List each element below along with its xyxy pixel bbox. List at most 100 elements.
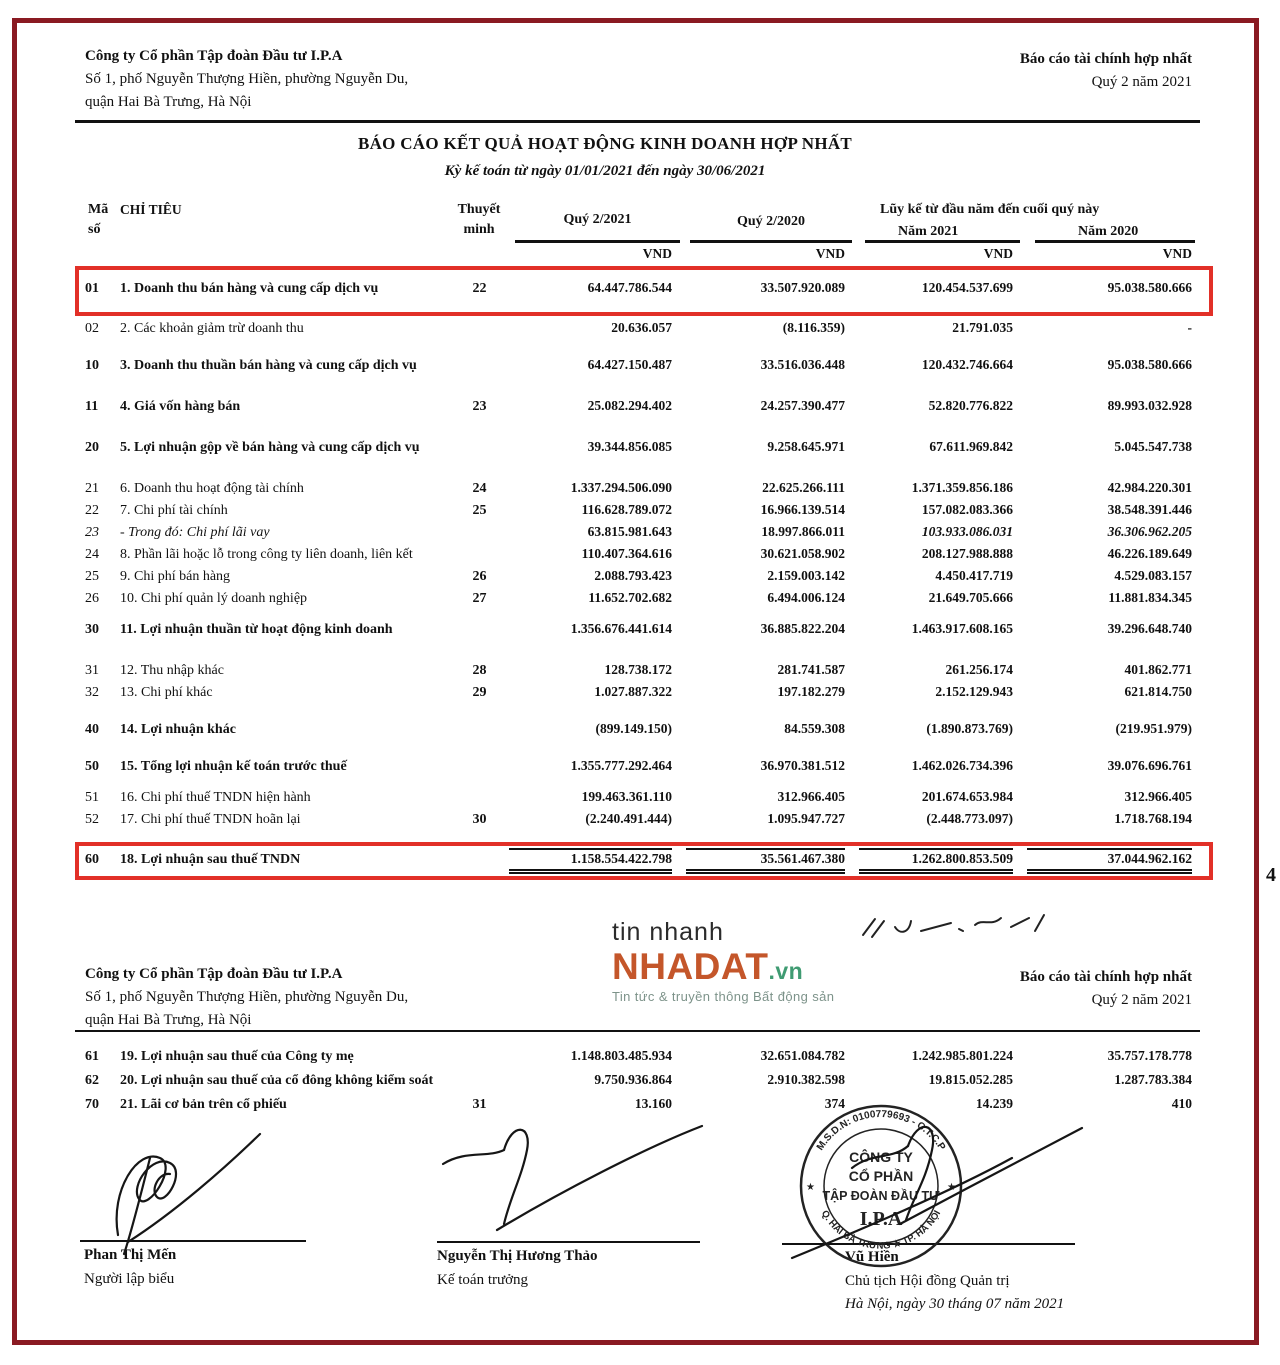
row-note: 28 (472, 663, 487, 678)
row-code: 23 (85, 525, 99, 540)
row-value-ytd-2020: 621.814.750 (1124, 684, 1193, 699)
company-address-2b: quận Hai Bà Trưng, Hà Nội (85, 1012, 252, 1028)
row-value-q2-2020: 35.561.467.380 (686, 848, 845, 874)
row-label: 9. Chi phí bán hàng (120, 569, 231, 584)
table-row: 51 16. Chi phí thuế TNDN hiện hành 199.4… (85, 789, 1192, 811)
row-value-ytd-2020: 11.881.834.345 (1108, 590, 1192, 605)
row-value-ytd-2020: 4.529.083.157 (1114, 568, 1192, 583)
table-row: 62 20. Lợi nhuận sau thuế của cổ đông kh… (85, 1072, 1192, 1094)
report-label-2: Báo cáo tài chính hợp nhất Quý 2 năm 202… (1020, 966, 1192, 1012)
row-value-ytd-2020: 95.038.580.666 (1107, 357, 1192, 372)
row-value-q2-2020: 312.966.405 (777, 789, 846, 804)
signer-name-2: Nguyễn Thị Hương Thảo (437, 1248, 598, 1264)
row-code: 02 (85, 321, 99, 336)
page-number: 4 (1266, 864, 1276, 886)
row-value-q2-2020: 36.885.822.204 (760, 621, 845, 636)
company-address-2: quận Hai Bà Trưng, Hà Nội (85, 94, 252, 110)
row-label: 19. Lợi nhuận sau thuế của Công ty mẹ (120, 1049, 354, 1064)
row-value-q2-2020: 36.970.381.512 (760, 758, 845, 773)
signature-rule-1 (80, 1240, 306, 1242)
currency-label-2: VND (815, 246, 845, 261)
table-row: 25 9. Chi phí bán hàng 26 2.088.793.423 … (85, 568, 1192, 590)
row-value-ytd-2020: 312.966.405 (1124, 789, 1193, 804)
row-code: 24 (85, 547, 99, 562)
row-value-ytd-2021: 201.674.653.984 (921, 789, 1013, 804)
row-value-q2-2020: 33.507.920.089 (760, 280, 845, 295)
row-label: 12. Thu nhập khác (120, 663, 224, 678)
row-value-ytd-2020: 46.226.189.649 (1107, 546, 1192, 561)
row-value-ytd-2021: 19.815.052.285 (928, 1072, 1013, 1087)
row-value-q2-2020: 2.910.382.598 (767, 1072, 845, 1087)
row-value-ytd-2020: 38.548.391.446 (1107, 502, 1192, 517)
signature-stroke-1b (122, 1156, 152, 1256)
logo-line-1: tin nhanh (612, 918, 724, 946)
handwritten-signatures (115, 1124, 1084, 1260)
row-value-ytd-2020: 95.038.580.666 (1107, 280, 1192, 295)
row-value-q2-2021: 1.337.294.506.090 (570, 480, 672, 495)
signer-title-3: Chủ tịch Hội đồng Quản trị (845, 1273, 1010, 1289)
row-label: 18. Lợi nhuận sau thuế TNDN (120, 852, 301, 867)
row-note: 22 (472, 281, 487, 296)
table-row: 52 17. Chi phí thuế TNDN hoãn lại 30 (2.… (85, 811, 1192, 833)
report-label-1: Báo cáo tài chính hợp nhất Quý 2 năm 202… (1020, 48, 1192, 94)
signature-rule-3 (782, 1243, 1075, 1245)
row-note: 30 (472, 812, 487, 827)
row-value-ytd-2021: 21.791.035 (952, 320, 1013, 335)
row-code: 25 (85, 569, 99, 584)
table-row: 01 1. Doanh thu bán hàng và cung cấp dịc… (85, 280, 1192, 302)
row-code: 22 (85, 503, 99, 518)
row-value-q2-2020: 32.651.084.782 (760, 1048, 845, 1063)
row-value-ytd-2021: 1.262.800.853.509 (859, 848, 1013, 874)
doc-period: Quý 2 năm 2021 (1091, 74, 1192, 90)
col-header-q2-2020: Quý 2/2020 (736, 214, 806, 229)
row-value-ytd-2020: 42.984.220.301 (1107, 480, 1192, 495)
row-code: 40 (85, 722, 99, 737)
row-value-q2-2021: 1.355.777.292.464 (570, 758, 672, 773)
row-value-ytd-2021: 21.649.705.666 (928, 590, 1013, 605)
row-label: 8. Phần lãi hoặc lỗ trong công ty liên d… (120, 547, 413, 562)
col-header-item: CHỈ TIÊU (120, 202, 182, 217)
col-header-code-1: Mã (88, 202, 109, 217)
row-value-q2-2021: 39.344.856.085 (587, 439, 672, 454)
row-label: 20. Lợi nhuận sau thuế của cổ đông không… (120, 1073, 434, 1088)
row-note: 26 (472, 569, 487, 584)
row-code: 50 (85, 759, 99, 774)
signature-rule-2 (437, 1241, 700, 1243)
column-rule-1 (515, 240, 680, 243)
row-label: 10. Chi phí quản lý doanh nghiệp (120, 591, 308, 606)
row-label: 13. Chi phí khác (120, 685, 213, 700)
row-value-ytd-2021: 4.450.417.719 (935, 568, 1013, 583)
row-value-q2-2021: 11.652.702.682 (588, 590, 672, 605)
row-label: 17. Chi phí thuế TNDN hoãn lại (120, 812, 301, 827)
row-code: 62 (85, 1073, 99, 1088)
currency-label-4: VND (1162, 246, 1192, 261)
row-value-ytd-2021: 1.462.026.734.396 (911, 758, 1013, 773)
doc-label-2: Báo cáo tài chính hợp nhất (1019, 969, 1192, 985)
row-value-q2-2020: 9.258.645.971 (767, 439, 845, 454)
row-value-ytd-2020: 89.993.032.928 (1107, 398, 1192, 413)
company-header-1: Công ty Cổ phần Tập đoàn Đầu tư I.P.A Số… (85, 45, 408, 114)
table-row: 31 12. Thu nhập khác 28 128.738.172 281.… (85, 662, 1192, 684)
signature-stroke-2 (441, 1148, 506, 1166)
table-row: 61 19. Lợi nhuận sau thuế của Công ty mẹ… (85, 1048, 1192, 1070)
table-row: 23 - Trong đó: Chi phí lãi vay 63.815.98… (85, 524, 1192, 546)
table-row: 21 6. Doanh thu hoạt động tài chính 24 1… (85, 480, 1192, 502)
row-value-q2-2021: 110.407.364.616 (581, 546, 672, 561)
row-note: 23 (472, 399, 487, 414)
row-code: 60 (85, 852, 99, 867)
row-note: 31 (472, 1097, 487, 1112)
col-header-year-2021: Năm 2021 (898, 224, 959, 239)
col-header-year-2020: Năm 2020 (1078, 224, 1139, 239)
company-address-1b: Số 1, phố Nguyễn Thượng Hiền, phường Ngu… (85, 989, 409, 1005)
table-row: 22 7. Chi phí tài chính 25 116.628.789.0… (85, 502, 1192, 524)
row-label: 16. Chi phí thuế TNDN hiện hành (120, 790, 311, 805)
row-value-ytd-2020: 37.044.962.162 (1027, 848, 1192, 874)
row-value-ytd-2021: (2.448.773.097) (926, 811, 1013, 826)
row-value-q2-2020: 2.159.003.142 (767, 568, 845, 583)
stamp-center-line-2: CỔ PHẦN (849, 1167, 914, 1184)
company-address-1: Số 1, phố Nguyễn Thượng Hiền, phường Ngu… (85, 71, 409, 87)
row-value-q2-2021: 116.628.789.072 (581, 502, 672, 517)
signer-name-3: Vũ Hiền (845, 1249, 899, 1265)
header-rule-1 (75, 120, 1200, 123)
